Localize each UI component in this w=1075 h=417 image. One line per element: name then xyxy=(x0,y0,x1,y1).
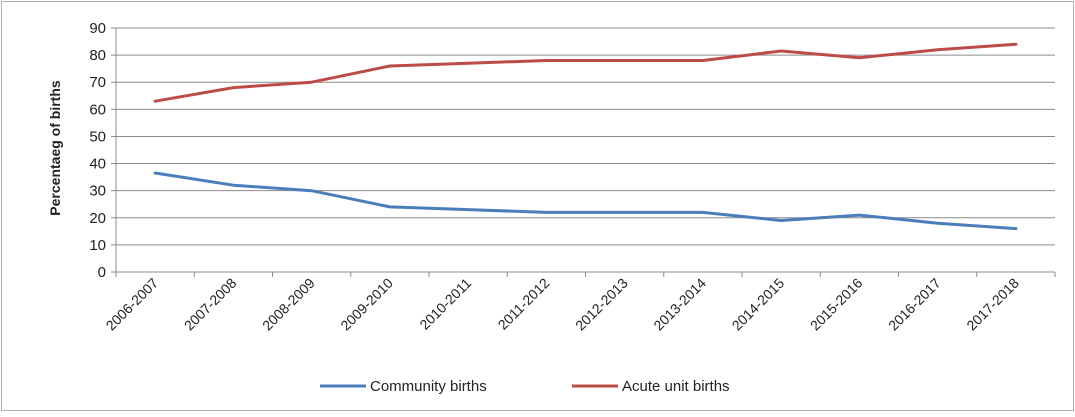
gridlines xyxy=(116,27,1055,246)
data-point xyxy=(545,59,548,62)
legend-item: Acute unit births xyxy=(572,378,730,395)
y-tick-label: 40 xyxy=(89,156,106,173)
legend: Community births Acute unit births xyxy=(320,378,730,395)
data-point xyxy=(153,171,157,175)
data-point xyxy=(466,208,470,211)
data-point xyxy=(310,189,313,192)
data-point xyxy=(232,86,235,89)
series-line xyxy=(153,171,1018,231)
data-point xyxy=(779,219,783,222)
y-tick-label: 20 xyxy=(89,210,106,227)
data-point xyxy=(623,211,626,214)
data-point xyxy=(1014,43,1018,46)
data-point xyxy=(388,64,392,68)
legend-label: Community births xyxy=(370,378,487,395)
y-tick-label: 70 xyxy=(89,74,106,91)
data-point xyxy=(466,62,470,65)
data-point xyxy=(153,100,157,103)
y-tick-label: 30 xyxy=(89,183,106,200)
y-tick-label: 60 xyxy=(89,101,106,118)
series-lines xyxy=(153,42,1018,231)
y-tick-label: 80 xyxy=(89,47,106,64)
y-tick-label: 10 xyxy=(89,237,106,254)
data-point xyxy=(936,48,939,51)
data-point xyxy=(858,213,861,217)
data-point xyxy=(388,205,392,209)
series-line xyxy=(153,42,1018,103)
data-point xyxy=(232,184,235,187)
y-axis-label: Percentaeg of births xyxy=(47,80,63,216)
data-point xyxy=(310,81,313,84)
data-point xyxy=(936,222,939,225)
data-point xyxy=(623,59,626,62)
y-tick-label: 90 xyxy=(89,20,106,37)
legend-item: Community births xyxy=(320,378,487,395)
data-point xyxy=(779,49,783,53)
data-point xyxy=(545,211,548,214)
data-point xyxy=(858,56,861,60)
y-tick-label: 50 xyxy=(89,128,106,145)
data-point xyxy=(1014,227,1018,230)
y-tick-label: 0 xyxy=(98,264,106,281)
legend-label: Acute unit births xyxy=(622,378,730,395)
data-point xyxy=(701,211,705,214)
series-acute-unit-births xyxy=(153,42,1018,103)
data-point xyxy=(701,59,705,62)
series-community-births xyxy=(153,171,1018,231)
